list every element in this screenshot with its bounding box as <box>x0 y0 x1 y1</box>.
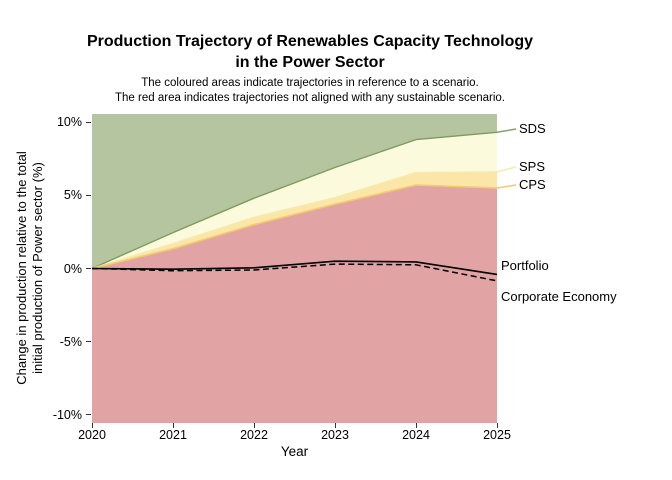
chart-subtitle-line2: The red area indicates trajectories not … <box>115 92 505 104</box>
series-label-corporate-economy: Corporate Economy <box>501 289 617 304</box>
y-tick-label: 10% <box>56 115 82 130</box>
line-sps <box>92 171 498 270</box>
area-not-aligned-red <box>92 185 497 423</box>
leader-cps <box>496 184 517 189</box>
x-axis-title: Year <box>280 444 309 459</box>
y-tick-mark <box>86 194 91 196</box>
leader-sps <box>496 166 517 173</box>
line-portfolio <box>92 260 498 276</box>
series-label-cps: CPS <box>519 177 546 192</box>
area-cps-yellow <box>92 171 497 269</box>
y-tick-mark <box>86 268 91 269</box>
chart-title-line1: Production Trajectory of Renewables Capa… <box>86 33 534 50</box>
x-tick-mark <box>416 423 417 428</box>
series-label-portfolio: Portfolio <box>501 258 549 273</box>
x-tick-mark <box>497 423 498 428</box>
chart-subtitle-line1: The coloured areas indicate trajectories… <box>141 77 479 89</box>
y-tick-mark <box>86 341 91 343</box>
x-tick-label: 2021 <box>159 428 187 442</box>
x-tick-label: 2024 <box>402 428 430 442</box>
x-tick-mark <box>335 423 336 428</box>
chart-subtitle: The coloured areas indicate trajectories… <box>0 76 620 106</box>
line-cps <box>92 184 498 270</box>
area-sds-green <box>92 114 497 269</box>
x-tick-mark <box>173 423 174 428</box>
line-sds <box>92 131 498 270</box>
series-label-sps: SPS <box>519 159 546 174</box>
chart-title: Production Trajectory of Renewables Capa… <box>0 31 620 73</box>
x-tick-label: 2022 <box>240 428 268 442</box>
y-tick-label: 0% <box>63 261 82 276</box>
x-tick-mark <box>254 423 255 428</box>
y-tick-mark <box>86 414 91 416</box>
leader-sds <box>496 128 517 134</box>
series-label-sds: SDS <box>519 121 546 136</box>
y-tick-label: 5% <box>63 188 82 203</box>
chart-title-line2: in the Power Sector <box>235 54 385 71</box>
y-tick-label: -10% <box>52 407 82 422</box>
chart-plot-area <box>92 114 517 423</box>
x-tick-label: 2023 <box>321 428 349 442</box>
area-sps-cream <box>92 132 497 269</box>
line-corporate-economy <box>92 263 498 282</box>
y-tick-label: -5% <box>59 334 82 349</box>
x-tick-label: 2020 <box>78 428 106 442</box>
y-tick-mark <box>86 121 91 123</box>
x-tick-label: 2025 <box>483 428 511 442</box>
x-tick-mark <box>92 423 93 428</box>
